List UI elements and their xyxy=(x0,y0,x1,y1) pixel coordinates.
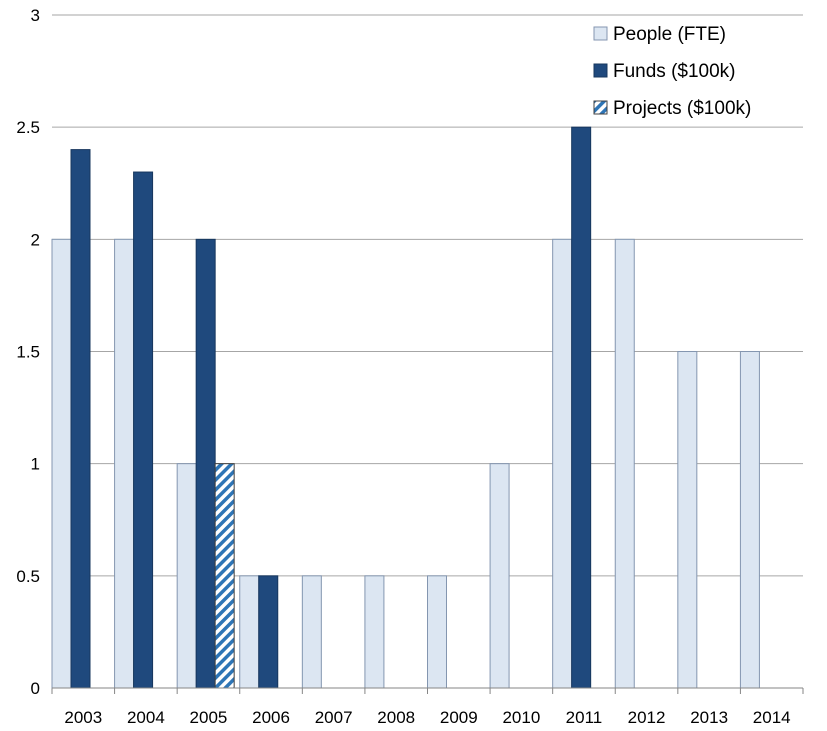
tick-labels: 0 0.5 1 1.5 2 2.5 3 2003 2004 2005 2006 2007 2008 200… xyxy=(16,6,790,727)
x-tick-label: 2012 xyxy=(628,708,666,727)
bar xyxy=(133,171,154,689)
legend-label: Funds ($100k) xyxy=(613,61,736,82)
legend-label: Projects ($100k) xyxy=(613,98,751,119)
bar xyxy=(364,575,385,689)
legend-swatch xyxy=(593,63,608,78)
x-tick-label: 2011 xyxy=(566,708,603,727)
y-tick-label: 0.5 xyxy=(16,567,40,586)
legend-swatch xyxy=(593,26,608,41)
bar xyxy=(739,351,760,689)
bar xyxy=(51,238,72,689)
x-tick-label: 2008 xyxy=(377,708,415,727)
bar xyxy=(195,238,216,689)
bar xyxy=(214,463,235,689)
x-tick-label: 2003 xyxy=(64,708,102,727)
legend-swatch xyxy=(593,100,608,115)
bars xyxy=(51,126,760,689)
bar xyxy=(176,463,197,689)
x-tick-label: 2009 xyxy=(440,708,478,727)
y-tick-label: 1 xyxy=(31,455,40,474)
bar xyxy=(489,463,510,689)
legend-label: People (FTE) xyxy=(613,24,726,45)
bar xyxy=(239,575,260,689)
x-tick-label: 2010 xyxy=(502,708,540,727)
bar xyxy=(70,149,91,689)
x-tick-label: 2013 xyxy=(690,708,728,727)
y-tick-label: 3 xyxy=(31,6,40,25)
bar xyxy=(427,575,447,689)
bar xyxy=(258,575,279,689)
bar xyxy=(677,351,698,689)
bar xyxy=(301,575,322,689)
x-tick-label: 2006 xyxy=(252,708,290,727)
x-tick-label: 2004 xyxy=(127,708,165,727)
bar xyxy=(614,238,635,689)
x-tick-label: 2005 xyxy=(190,708,228,727)
bar xyxy=(552,238,573,689)
y-tick-label: 2.5 xyxy=(16,118,40,137)
x-tick-label: 2014 xyxy=(753,708,791,727)
legend: People (FTE) Funds ($100k) Projects ($100k… xyxy=(593,24,751,119)
y-tick-label: 1.5 xyxy=(16,343,40,362)
y-tick-label: 0 xyxy=(31,679,40,698)
bar xyxy=(571,126,592,689)
bar xyxy=(114,238,135,689)
x-tick-label: 2007 xyxy=(315,708,353,727)
y-tick-label: 2 xyxy=(31,230,40,249)
